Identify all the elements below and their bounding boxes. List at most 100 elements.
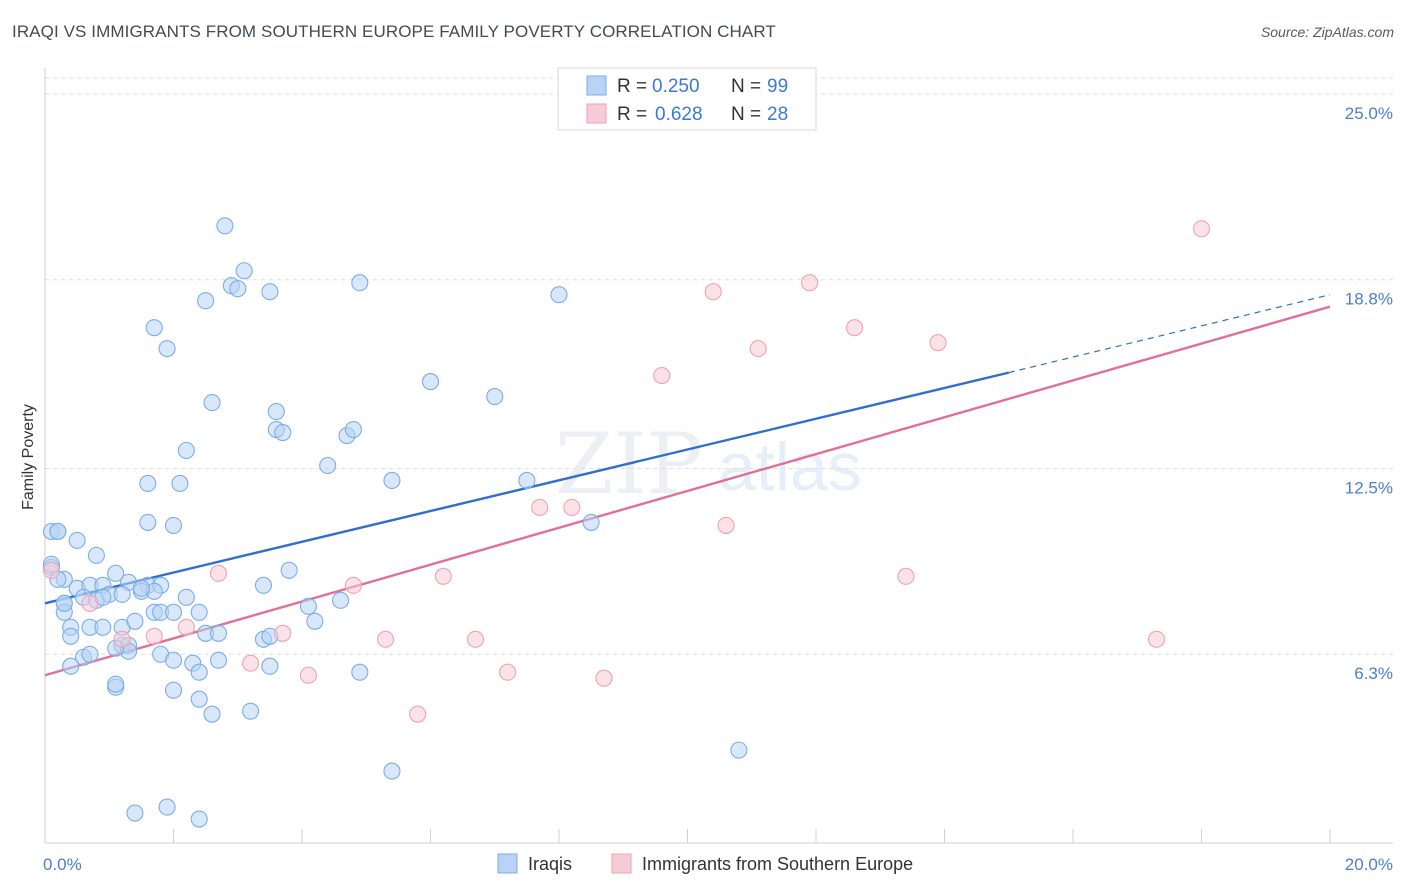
point-southern-europe xyxy=(145,627,163,645)
point-iraqis xyxy=(158,798,176,816)
point-southern-europe xyxy=(42,561,60,579)
point-iraqis xyxy=(216,217,234,235)
point-southern-europe xyxy=(466,630,485,648)
point-iraqis xyxy=(164,651,183,669)
point-iraqis xyxy=(209,651,228,669)
point-iraqis xyxy=(158,340,176,358)
point-iraqis xyxy=(177,441,195,460)
point-southern-europe xyxy=(376,630,395,648)
point-iraqis xyxy=(730,741,748,759)
point-iraqis xyxy=(94,618,112,636)
watermark-atlas: atlas xyxy=(718,429,862,505)
data-points xyxy=(42,217,1211,828)
point-southern-europe xyxy=(653,367,671,385)
legend-n-label-2: N = xyxy=(731,104,761,125)
point-iraqis xyxy=(486,388,504,406)
point-iraqis xyxy=(351,274,369,292)
legend-swatch-iraqis xyxy=(586,75,607,96)
point-iraqis xyxy=(190,603,208,621)
point-iraqis xyxy=(62,627,80,645)
point-southern-europe xyxy=(242,654,260,672)
source-credit: Source: ZipAtlas.com xyxy=(1260,24,1394,40)
watermark: ZIP atlas xyxy=(555,415,862,513)
point-iraqis xyxy=(299,597,317,615)
point-southern-europe xyxy=(274,624,292,642)
point-iraqis xyxy=(319,456,337,475)
point-southern-europe xyxy=(409,705,427,723)
grid-lines xyxy=(45,77,1393,655)
point-southern-europe xyxy=(1192,220,1211,238)
point-iraqis xyxy=(383,762,401,780)
point-southern-europe xyxy=(113,630,131,648)
y-tick-label: 6.3% xyxy=(1354,664,1393,683)
point-iraqis xyxy=(87,546,105,564)
point-southern-europe xyxy=(434,567,452,585)
point-iraqis xyxy=(518,471,536,490)
legend-r-label-2: R = xyxy=(617,104,647,125)
point-southern-europe xyxy=(344,576,362,594)
point-iraqis xyxy=(126,804,144,822)
point-iraqis xyxy=(164,603,183,621)
point-iraqis xyxy=(139,513,157,531)
point-iraqis xyxy=(62,657,80,675)
point-iraqis xyxy=(261,657,279,675)
series-legend: Iraqis Immigrants from Southern Europe xyxy=(497,853,913,874)
point-southern-europe xyxy=(801,274,819,292)
chart-title: IRAQI VS IMMIGRANTS FROM SOUTHERN EUROPE… xyxy=(12,22,776,41)
point-iraqis xyxy=(254,576,273,594)
point-iraqis xyxy=(139,474,157,493)
point-iraqis xyxy=(171,474,189,493)
point-iraqis xyxy=(68,531,86,549)
point-southern-europe xyxy=(1147,630,1166,648)
point-iraqis xyxy=(383,471,401,490)
x-tick-label: 0.0% xyxy=(43,855,82,874)
point-iraqis xyxy=(197,292,215,310)
point-iraqis xyxy=(203,705,221,723)
point-iraqis xyxy=(209,624,228,642)
point-southern-europe xyxy=(499,663,517,681)
y-axis-label: Family Poverty xyxy=(20,404,37,510)
point-iraqis xyxy=(267,403,285,421)
point-iraqis xyxy=(242,702,260,720)
point-iraqis xyxy=(421,373,440,391)
series-legend-label-iraqis: Iraqis xyxy=(528,854,572,874)
point-southern-europe xyxy=(717,516,735,534)
series-legend-label-southern-europe: Immigrants from Southern Europe xyxy=(642,854,913,874)
point-iraqis xyxy=(126,612,144,630)
y-tick-label: 18.8% xyxy=(1345,290,1393,309)
point-iraqis xyxy=(49,522,67,540)
point-iraqis xyxy=(203,394,221,412)
point-iraqis xyxy=(331,591,350,609)
legend-r-label-1: R = xyxy=(617,76,647,97)
point-iraqis xyxy=(113,585,131,603)
series-legend-swatch-southern-europe xyxy=(611,853,632,874)
point-southern-europe xyxy=(81,594,99,612)
trend-line-iraqis-extension xyxy=(1008,294,1331,374)
point-iraqis xyxy=(190,810,208,828)
point-iraqis xyxy=(229,280,247,298)
point-southern-europe xyxy=(845,319,864,337)
point-southern-europe xyxy=(929,334,947,352)
point-iraqis xyxy=(190,663,208,681)
point-southern-europe xyxy=(897,567,915,585)
series-legend-swatch-iraqis xyxy=(497,853,518,874)
point-southern-europe xyxy=(595,669,613,687)
point-iraqis xyxy=(164,681,183,699)
point-southern-europe xyxy=(531,498,549,516)
point-iraqis xyxy=(582,513,600,531)
point-iraqis xyxy=(344,420,362,439)
point-iraqis xyxy=(164,516,183,534)
trend-line-southern-europe xyxy=(44,305,1331,677)
point-iraqis xyxy=(107,675,125,693)
point-iraqis xyxy=(306,612,324,630)
point-iraqis xyxy=(132,579,150,597)
point-iraqis xyxy=(107,564,125,582)
point-iraqis xyxy=(177,588,195,606)
legend-n-label-1: N = xyxy=(731,76,761,97)
y-tick-label: 12.5% xyxy=(1345,478,1393,497)
point-iraqis xyxy=(235,262,253,280)
x-tick-label: 20.0% xyxy=(1345,855,1393,874)
point-iraqis xyxy=(145,319,163,337)
point-southern-europe xyxy=(177,618,195,636)
